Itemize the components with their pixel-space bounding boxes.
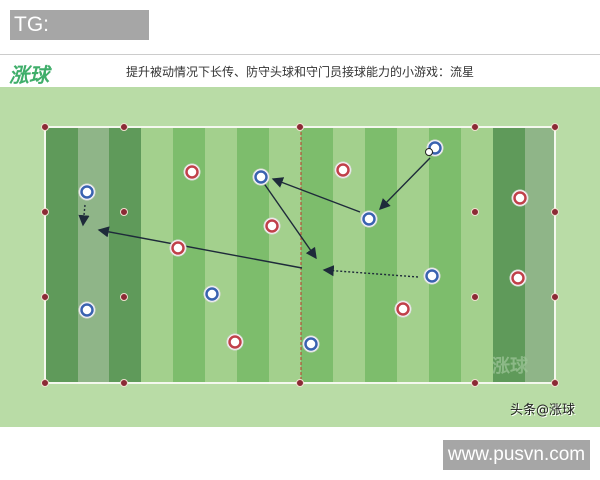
red-player-ring	[185, 165, 199, 179]
cone-marker	[551, 208, 559, 216]
pass-arrow	[262, 181, 317, 260]
blue-player-ring	[425, 269, 439, 283]
cone-marker	[41, 293, 49, 301]
cone-marker	[41, 379, 49, 387]
pass-arrow	[379, 157, 431, 210]
cone-marker	[41, 123, 49, 131]
site-badge: www.pusvn.com	[443, 440, 590, 470]
pass-arrow	[271, 177, 361, 213]
cone-marker	[471, 379, 479, 387]
pitch-stripe	[45, 127, 78, 383]
cone-marker	[471, 208, 479, 216]
cone-marker	[120, 123, 128, 131]
pitch-stripe	[461, 127, 493, 383]
cone-marker	[551, 293, 559, 301]
dribble-arrow	[78, 204, 90, 227]
pitch-stripe	[269, 127, 301, 383]
pitch-stripe	[141, 127, 173, 383]
pitch-stripe	[78, 127, 109, 383]
cone-marker	[120, 293, 128, 301]
cone-marker	[120, 379, 128, 387]
cone-marker	[120, 208, 128, 216]
pitch-stripe	[397, 127, 429, 383]
cone-marker	[296, 379, 304, 387]
red-player-ring	[396, 302, 410, 316]
red-player-ring	[513, 191, 527, 205]
cone-marker	[551, 123, 559, 131]
cone-marker	[41, 208, 49, 216]
pitch-stripe	[493, 127, 525, 383]
ball-icon	[425, 148, 433, 156]
logo: 涨球	[9, 63, 49, 87]
pitch-stripe	[365, 127, 397, 383]
blue-player-ring	[254, 170, 268, 184]
blue-player-ring	[80, 303, 94, 317]
pitch-stripe	[109, 127, 141, 383]
pass-arrow	[97, 226, 303, 269]
red-player-ring	[265, 219, 279, 233]
watermark: 头条@涨球	[510, 403, 576, 418]
pitch-stripe	[525, 127, 555, 383]
header: 涨球 提升被动情况下长传、防守头球和守门员接球能力的小游戏：流星	[0, 54, 600, 88]
red-player-ring	[511, 271, 525, 285]
pitch-stripe	[429, 127, 461, 383]
red-player-ring	[336, 163, 350, 177]
cone-marker	[296, 123, 304, 131]
page-title: 提升被动情况下长传、防守头球和守门员接球能力的小游戏：流星	[126, 65, 475, 79]
red-player-ring	[228, 335, 242, 349]
blue-player-ring	[304, 337, 318, 351]
cone-marker	[551, 379, 559, 387]
blue-player-ring	[428, 141, 442, 155]
blue-player-ring	[80, 185, 94, 199]
blue-player-ring	[362, 212, 376, 226]
red-player-ring	[171, 241, 185, 255]
pitch-watermark-logo: 涨球	[492, 356, 529, 377]
blue-player-ring	[205, 287, 219, 301]
cone-marker	[471, 123, 479, 131]
cone-marker	[471, 293, 479, 301]
